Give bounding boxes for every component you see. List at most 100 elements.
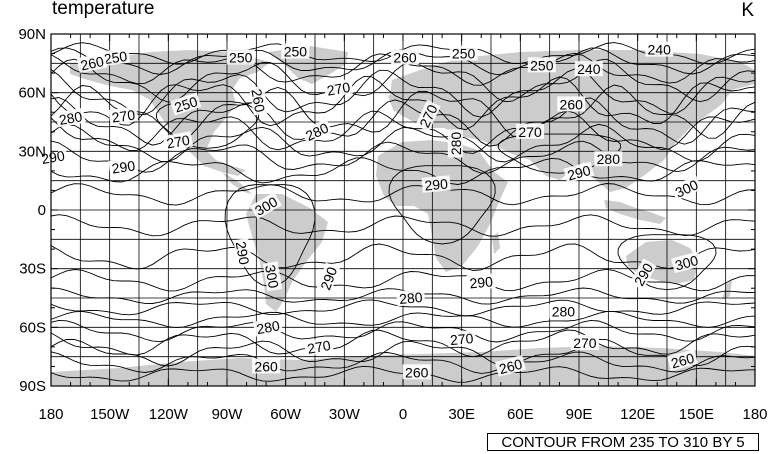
lat-tick-label: 60S: [19, 319, 46, 336]
contour-label-text: 250: [530, 57, 554, 73]
contour-line: [51, 243, 755, 271]
lat-tick-label: 0: [38, 202, 46, 219]
contour-line: [51, 329, 755, 358]
contour-label: 300: [670, 175, 703, 201]
contour-line: [51, 84, 755, 140]
contour-label-text: 270: [306, 337, 332, 357]
contour-label-text: 250: [284, 44, 308, 60]
contour-label-text: 300: [262, 264, 282, 290]
contour-line: [51, 310, 755, 329]
contour-label: 250: [449, 45, 478, 62]
lon-tick-label: 30W: [329, 406, 361, 423]
contour-label-text: 290: [40, 147, 66, 167]
lat-tick-label: 60N: [18, 85, 46, 102]
lon-tick-label: 60W: [270, 406, 302, 423]
contour-loop: [224, 184, 316, 287]
contour-label-text: 260: [497, 356, 524, 378]
contour-label: 260: [667, 349, 698, 372]
contour-line: [51, 351, 755, 374]
lon-tick-label: 120E: [620, 406, 655, 423]
contour-label: 290: [421, 175, 451, 194]
contour-line: [51, 75, 755, 131]
contour-label-text: 250: [452, 46, 476, 62]
lon-tick-label: 90W: [212, 406, 244, 423]
contour-label: 280: [396, 288, 426, 307]
axis-ticks: [50, 33, 756, 387]
lon-tick-label: 0: [399, 406, 407, 423]
contour-label: 260: [391, 49, 419, 66]
contour-label-text: 290: [566, 162, 593, 184]
contour-label: 240: [645, 41, 674, 58]
axis-tick-labels: 180 150W 120W 90W 60W 30W 0 30E 60E 90E 120E 150E 18…: [18, 26, 767, 423]
contour-line: [51, 319, 755, 343]
contour-label: 270: [570, 335, 599, 351]
contour-label-text: 270: [518, 124, 542, 140]
contour-label: 250: [170, 92, 202, 116]
contour-label: 250: [226, 49, 255, 66]
map-title: temperature: [52, 0, 155, 19]
contour-label-text: 260: [669, 350, 696, 372]
contour-label-text: 270: [165, 132, 191, 152]
contour-label: 250: [100, 47, 131, 67]
contour-loop: [388, 165, 496, 245]
contour-loop: [155, 100, 259, 149]
contour-label: 270: [303, 336, 334, 357]
contour-label-text: 240: [577, 61, 601, 77]
contour-label: 290: [466, 273, 496, 291]
contour-label: 290: [563, 161, 595, 184]
contour-label-text: 260: [248, 88, 268, 114]
contour-label: 260: [495, 355, 526, 378]
contour-label: 300: [262, 261, 283, 292]
contour-label: 300: [671, 251, 702, 274]
contour-label: 260: [557, 96, 586, 112]
contour-label: 290: [108, 157, 139, 177]
contour-label-text: 290: [424, 176, 449, 194]
contour-label: 250: [527, 57, 556, 73]
contour-line: [51, 68, 755, 118]
lat-tick-label: 30S: [19, 261, 46, 278]
contour-label: 290: [37, 146, 69, 167]
contour-label: 280: [549, 303, 578, 320]
contour-line: [51, 299, 755, 317]
contour-label-text: 270: [111, 107, 137, 126]
contour-label-text: 290: [469, 273, 494, 291]
lon-tick-label: 60E: [507, 406, 534, 423]
contour-line: [51, 58, 755, 103]
contour-loop: [617, 234, 717, 291]
contour-label-text: 280: [398, 289, 423, 307]
contour-label-text: 270: [449, 330, 474, 348]
contour-label-text: 250: [229, 50, 253, 66]
graticule: [51, 34, 755, 386]
contour-label: 280: [252, 316, 284, 337]
lon-tick-label: 180: [38, 406, 63, 423]
contour-label: 260: [252, 358, 281, 374]
contour-label-text: 290: [233, 240, 253, 266]
contour-label: 250: [281, 43, 310, 60]
contour-label-text: 250: [172, 93, 199, 116]
contour-line: [51, 110, 755, 154]
contour-label-text: 250: [103, 48, 129, 67]
contour-label-text: 260: [560, 96, 584, 112]
lat-tick-label: 90N: [18, 26, 46, 43]
contour-label-text: 260: [393, 50, 417, 66]
contour-label-text: 280: [552, 304, 576, 320]
contour-label: 260: [402, 364, 431, 380]
contour-label: 290: [233, 237, 253, 269]
contour-label-text: 270: [573, 335, 597, 351]
contour-label-text: 270: [326, 79, 352, 99]
contour-label: 270: [108, 106, 139, 126]
lon-tick-label: 90E: [566, 406, 593, 423]
contour-label-text: 290: [317, 264, 340, 292]
contour-info-box: CONTOUR FROM 235 TO 310 BY 5: [487, 433, 759, 451]
lon-tick-label: 30E: [448, 406, 475, 423]
lat-tick-label: 30N: [18, 143, 46, 160]
contour-label: 280: [55, 107, 86, 128]
contour-label-text: 240: [648, 42, 672, 58]
contour-label: 270: [447, 329, 477, 348]
contour-label: 280: [594, 151, 623, 167]
contour-label-text: 260: [405, 364, 429, 380]
contour-label: 270: [516, 123, 545, 140]
contour-label: 260: [76, 52, 108, 74]
